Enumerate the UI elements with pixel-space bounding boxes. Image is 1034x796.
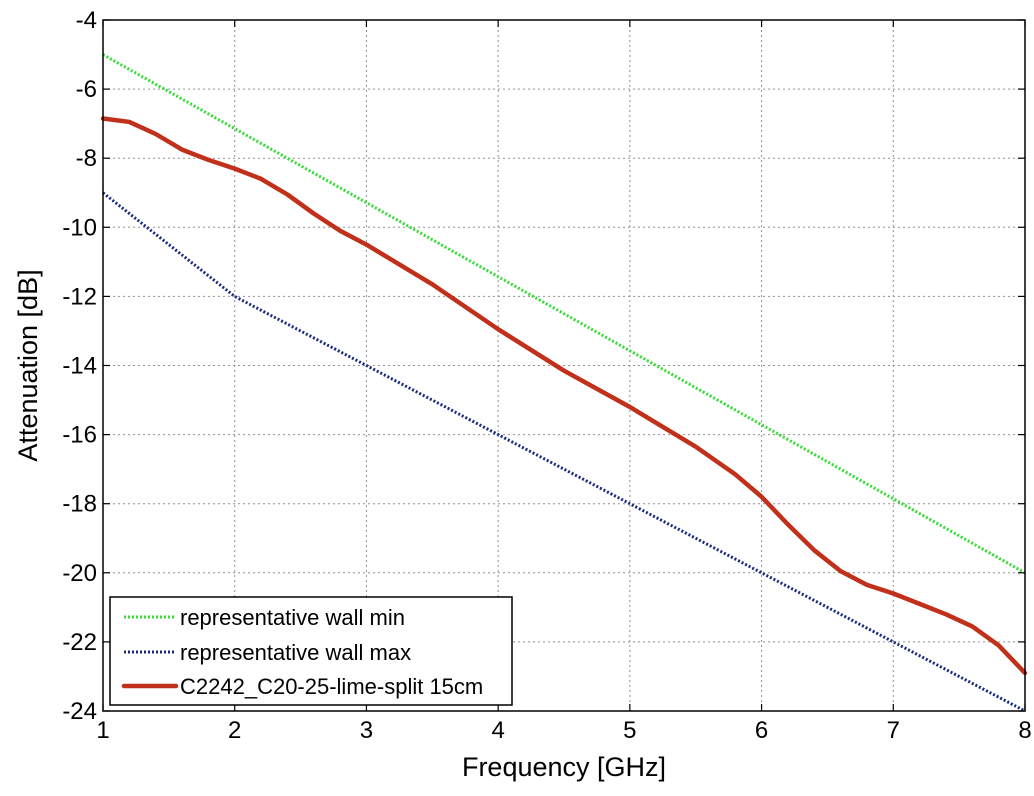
y-tick-label: -8 — [76, 145, 97, 172]
y-tick-label: -6 — [76, 76, 97, 103]
axis-ticks — [102, 19, 1026, 712]
y-tick-label: -20 — [62, 560, 97, 587]
x-tick-label: 5 — [623, 717, 636, 744]
x-axis-label: Frequency [GHz] — [462, 752, 666, 782]
y-tick-label: -14 — [62, 353, 97, 380]
y-tick-label: -4 — [76, 7, 97, 34]
legend-label-wall-max: representative wall max — [180, 640, 411, 665]
x-tick-label: 2 — [228, 717, 241, 744]
tick-labels: 1 2 3 4 5 6 7 8 -4 -6 -8 -10 -12 -14 -16 -18 -20 -22 -24 — [62, 7, 1031, 744]
y-axis-label: Attenuation [dB] — [13, 269, 43, 461]
y-tick-label: -18 — [62, 491, 97, 518]
y-tick-label: -24 — [62, 698, 97, 725]
series-line-measured — [100, 116, 1028, 676]
x-tick-label: 6 — [755, 717, 768, 744]
series-group — [100, 53, 1028, 713]
legend: representative wall min representative w… — [109, 596, 513, 706]
x-tick-label: 3 — [360, 717, 373, 744]
series-line-wall-min — [102, 53, 1026, 575]
x-tick-label: 1 — [96, 717, 109, 744]
y-tick-label: -12 — [62, 283, 97, 310]
y-tick-label: -16 — [62, 422, 97, 449]
legend-entry-wall-max: representative wall max — [124, 640, 411, 665]
legend-label-measured: C2242_C20-25-lime-split 15cm — [180, 674, 483, 699]
y-tick-label: -22 — [62, 629, 97, 656]
x-tick-label: 7 — [887, 717, 900, 744]
x-tick-label: 8 — [1018, 717, 1031, 744]
y-tick-label: -10 — [62, 214, 97, 241]
legend-label-wall-min: representative wall min — [180, 605, 405, 630]
legend-entry-wall-min: representative wall min — [124, 605, 405, 630]
legend-entry-measured: C2242_C20-25-lime-split 15cm — [121, 674, 483, 699]
x-tick-label: 4 — [491, 717, 504, 744]
